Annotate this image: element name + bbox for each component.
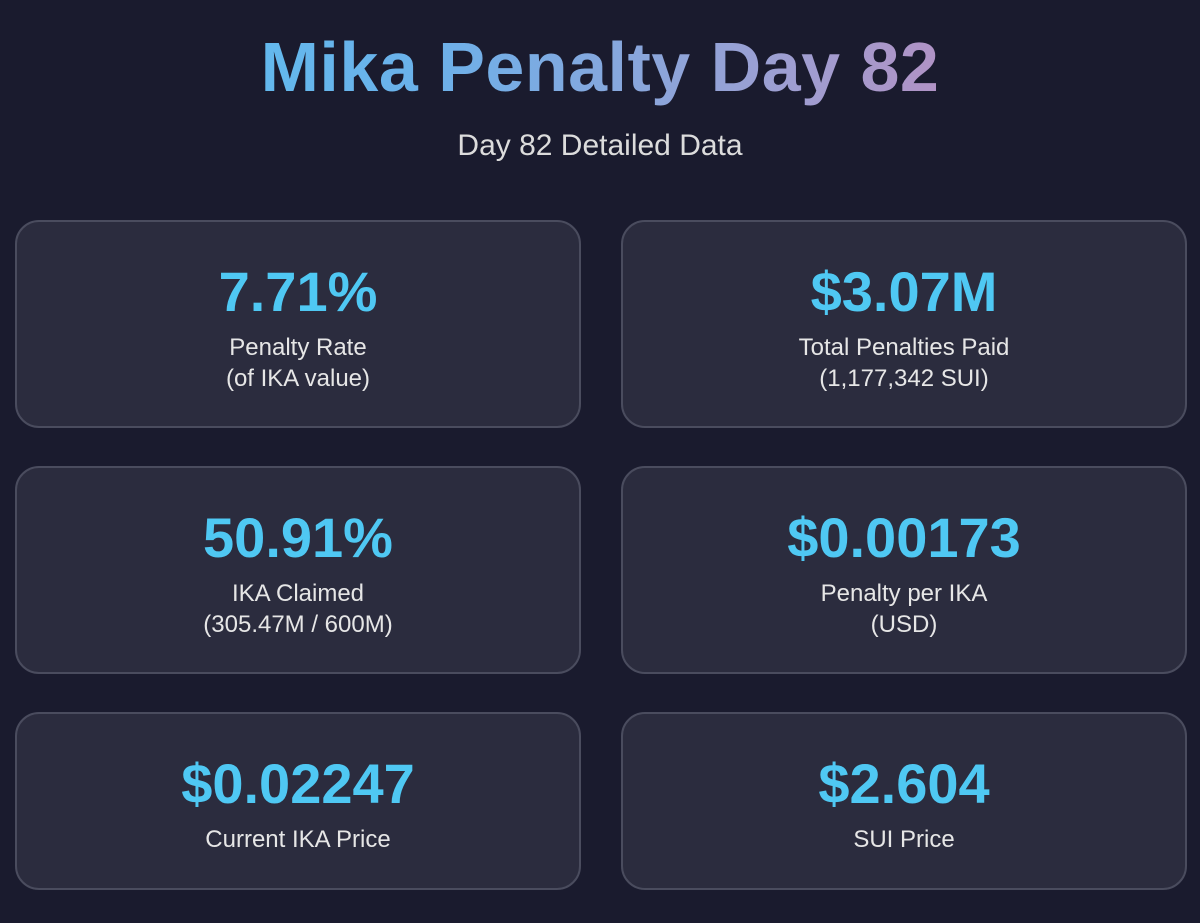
ika-claimed-sublabel: (305.47M / 600M) <box>203 611 393 638</box>
penalty-rate-card: 7.71% Penalty Rate (of IKA value) <box>15 220 581 428</box>
total-penalties-sublabel: (1,177,342 SUI) <box>819 365 989 392</box>
ika-claimed-card: 50.91% IKA Claimed (305.47M / 600M) <box>15 466 581 674</box>
ika-price-value: $0.02247 <box>181 752 415 815</box>
ika-claimed-value: 50.91% <box>203 506 393 569</box>
sui-price-value: $2.604 <box>818 752 990 815</box>
ika-claimed-label: IKA Claimed <box>231 580 365 607</box>
penalty-per-ika-value: $0.00173 <box>787 506 1021 569</box>
total-penalties-value: $3.07M <box>810 260 998 323</box>
page-subtitle: Day 82 Detailed Data <box>457 129 743 162</box>
penalty-rate-label: Penalty Rate <box>229 334 367 361</box>
penalty-rate-sublabel: (of IKA value) <box>225 365 371 392</box>
penalty-rate-value: 7.71% <box>218 260 378 323</box>
ika-price-card: $0.02247 Current IKA Price <box>15 712 581 890</box>
sui-price-card: $2.604 SUI Price <box>621 712 1187 890</box>
sui-price-label: SUI Price <box>853 826 955 853</box>
penalty-per-ika-label: Penalty per IKA <box>820 580 988 607</box>
ika-price-label: Current IKA Price <box>205 826 391 853</box>
page-title: Mika Penalty Day 82 <box>0 22 1200 112</box>
penalty-per-ika-sublabel: (USD) <box>870 611 938 638</box>
total-penalties-card: $3.07M Total Penalties Paid (1,177,342 S… <box>621 220 1187 428</box>
penalty-per-ika-card: $0.00173 Penalty per IKA (USD) <box>621 466 1187 674</box>
total-penalties-label: Total Penalties Paid <box>798 334 1010 361</box>
